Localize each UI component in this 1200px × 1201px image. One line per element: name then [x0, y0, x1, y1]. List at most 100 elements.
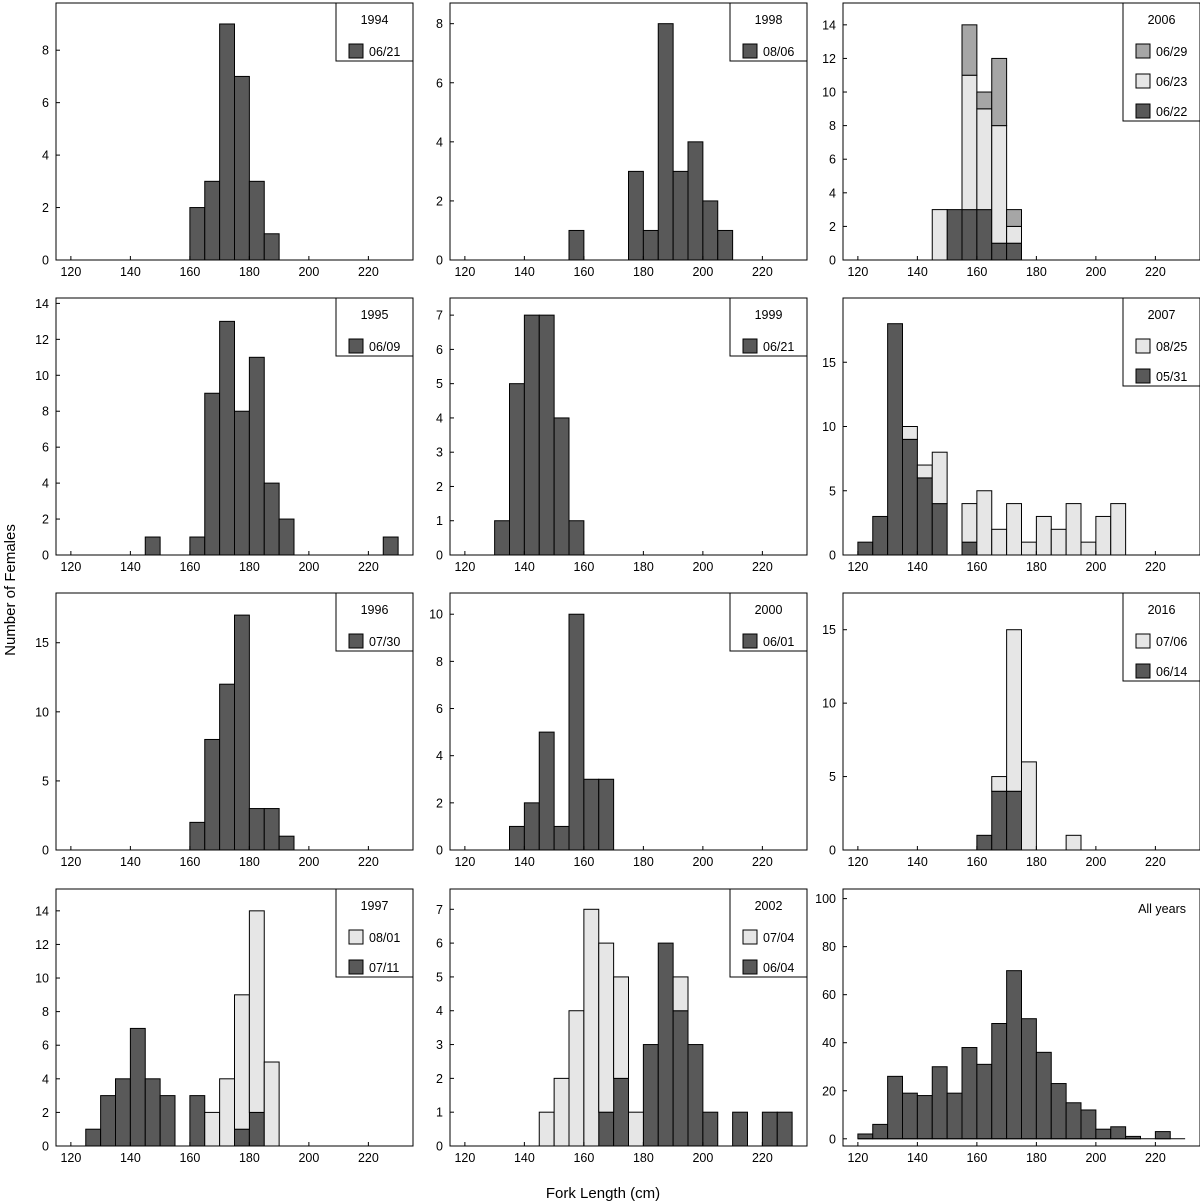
x-tick-label: 220	[1145, 1151, 1166, 1165]
histogram-bar	[278, 518, 295, 556]
x-tick-label: 180	[1026, 560, 1047, 574]
histogram-bar	[1080, 541, 1097, 556]
histogram-bar	[1021, 541, 1037, 556]
x-tick-label: 220	[752, 560, 773, 574]
histogram-bar	[583, 778, 600, 851]
histogram-bar	[248, 1111, 265, 1147]
histogram-bar	[976, 490, 993, 556]
y-tick-label: 6	[436, 76, 443, 90]
y-tick-label: 10	[35, 972, 49, 986]
histogram-bar	[494, 520, 510, 556]
histogram-bar	[1080, 1109, 1097, 1140]
legend-entry-label: 06/21	[763, 340, 794, 354]
x-tick-label: 120	[60, 560, 81, 574]
x-tick-label: 200	[298, 560, 319, 574]
x-tick-label: 140	[907, 1151, 928, 1165]
legend-entry-label: 06/14	[1156, 665, 1187, 679]
y-tick-label: 4	[42, 149, 49, 163]
histogram-panel: 120 140 160 180 200 220 0 5 10 15 1996 07/30	[35, 592, 414, 869]
y-tick-label: 4	[436, 1004, 443, 1018]
histogram-bar	[583, 908, 600, 1147]
histogram-bar	[263, 808, 280, 851]
histogram-bar	[1006, 790, 1022, 851]
histogram-panel: 120 140 160 180 200 220 0 2 4 6 8 10 12 14 2006 06/29 06…	[822, 2, 1200, 279]
histogram-bar	[642, 229, 659, 261]
x-tick-label: 180	[1026, 265, 1047, 279]
legend-swatch	[348, 929, 364, 945]
histogram-panel: 120 140 160 180 200 220 0 2 4 6 8 1998 08/06	[436, 2, 808, 279]
legend-entry-label: 06/23	[1156, 75, 1187, 89]
x-tick-label: 180	[239, 560, 260, 574]
x-tick-label: 120	[454, 855, 475, 869]
histogram-bar	[931, 503, 948, 556]
histogram-bar	[568, 613, 585, 851]
histogram-bar	[1006, 225, 1022, 244]
histogram-bar	[189, 821, 206, 851]
histogram-bar	[931, 451, 948, 505]
histogram-bar	[991, 528, 1008, 556]
histogram-bar	[1095, 515, 1112, 556]
y-tick-label: 5	[829, 770, 836, 784]
x-tick-label: 160	[573, 855, 594, 869]
x-tick-label: 200	[1085, 265, 1106, 279]
histogram-panel: 120 140 160 180 200 220 0 2 4 6 8 10 2000 06/01	[429, 592, 808, 869]
histogram-bar	[553, 1077, 570, 1147]
y-tick-label: 5	[436, 970, 443, 984]
histogram-panel: 120 140 160 180 200 220 0 1 2 3 4 5 6 7 2002 07/04 06/04	[436, 888, 808, 1165]
y-tick-label: 14	[35, 904, 49, 918]
legend-entry-label: 06/09	[369, 340, 400, 354]
x-tick-label: 180	[239, 265, 260, 279]
histogram-bar	[1065, 1102, 1082, 1140]
histogram-bar	[100, 1095, 116, 1147]
y-axis-label: Number of Females	[2, 524, 19, 656]
histogram-bar	[1065, 834, 1082, 851]
histogram-bar	[263, 1061, 280, 1147]
x-tick-label: 140	[514, 265, 535, 279]
histogram-bar	[523, 802, 540, 851]
y-tick-label: 0	[42, 549, 49, 563]
histogram-panel: 120 140 160 180 200 220 0 20 40 60 80 100 All years	[815, 888, 1200, 1165]
y-tick-label: 0	[42, 844, 49, 858]
histogram-bar	[598, 1111, 615, 1147]
y-tick-label: 0	[42, 1140, 49, 1154]
histogram-bar	[248, 910, 265, 1113]
histogram-bar	[248, 356, 265, 556]
histogram-bar	[219, 320, 235, 556]
y-tick-label: 0	[436, 1140, 443, 1154]
panel-year-label: 1998	[755, 13, 783, 27]
histogram-panel: 120 140 160 180 200 220 0 5 10 15 2007 08/25 05/31	[822, 297, 1200, 574]
histogram-bar	[872, 515, 889, 556]
y-tick-label: 100	[815, 892, 836, 906]
histogram-bar	[916, 464, 933, 479]
histogram-bar	[115, 1078, 131, 1147]
histogram-bar	[382, 536, 399, 556]
histogram-bar	[234, 994, 250, 1130]
x-tick-label: 220	[1145, 855, 1166, 869]
histogram-bar	[234, 614, 250, 851]
histogram-bar	[991, 125, 1008, 244]
x-tick-label: 160	[966, 560, 987, 574]
histogram-bar	[961, 24, 978, 76]
legend-entry-label: 08/06	[763, 45, 794, 59]
x-tick-label: 140	[907, 560, 928, 574]
legend-entry-label: 06/04	[763, 961, 794, 975]
y-tick-label: 60	[822, 988, 836, 1002]
legend-swatch	[742, 338, 758, 354]
legend-entry-label: 06/21	[369, 45, 400, 59]
y-tick-label: 0	[436, 844, 443, 858]
x-tick-label: 160	[573, 560, 594, 574]
panel-year-label: 1995	[361, 308, 389, 322]
x-tick-label: 180	[633, 855, 654, 869]
legend-swatch	[348, 338, 364, 354]
legend-entry-label: 07/30	[369, 635, 400, 649]
y-tick-label: 6	[436, 343, 443, 357]
legend-swatch	[1135, 43, 1151, 59]
y-tick-label: 14	[822, 18, 836, 32]
x-tick-label: 120	[454, 265, 475, 279]
histogram-bar	[628, 1111, 644, 1147]
x-tick-label: 120	[847, 1151, 868, 1165]
y-tick-label: 4	[436, 749, 443, 763]
histogram-bar	[976, 108, 993, 211]
histogram-panel: 120 140 160 180 200 220 0 2 4 6 8 10 12 14 1997 08/01 07…	[35, 888, 414, 1165]
histogram-bar	[538, 314, 555, 556]
